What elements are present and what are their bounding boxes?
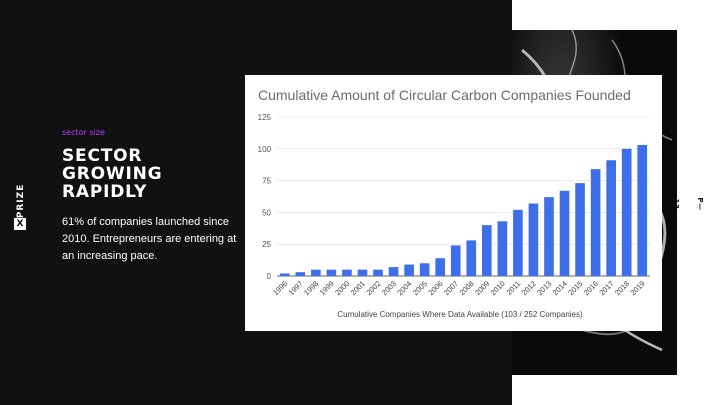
page-number: P—13 (672, 197, 704, 211)
x-tick-label: 2017 (597, 279, 615, 297)
x-tick-label: 2003 (380, 279, 398, 297)
y-axis-ticks: 0 25 50 75 100 125 (258, 113, 272, 281)
x-tick-label: 2015 (566, 279, 584, 297)
bar (373, 269, 383, 276)
bar (606, 160, 616, 276)
bar (404, 264, 414, 276)
bar (544, 197, 554, 276)
chart-title: Cumulative Amount of Circular Carbon Com… (258, 87, 631, 103)
x-axis-label: Cumulative Companies Where Data Availabl… (337, 310, 583, 319)
x-tick-label: 2005 (411, 279, 429, 297)
bar (466, 240, 477, 276)
bar (637, 144, 648, 276)
x-tick-label: 2009 (473, 279, 491, 297)
bar (497, 221, 508, 276)
x-tick-label: 1998 (302, 279, 320, 297)
x-tick-label: 1997 (287, 279, 305, 297)
x-tick-label: 2004 (395, 279, 413, 297)
bar (311, 269, 321, 276)
bar (528, 203, 539, 276)
headline-line: GROWING (62, 164, 163, 184)
y-tick-label: 125 (258, 113, 272, 122)
xprize-logo: PRIZE X (10, 178, 32, 230)
headline-line: SECTOR (62, 146, 143, 166)
body-text: 61% of companies launched since 2010. En… (62, 216, 237, 262)
x-tick-label: 2007 (442, 279, 460, 297)
bar (419, 263, 430, 276)
x-tick-label: 2002 (364, 279, 382, 297)
x-tick-label: 2008 (458, 279, 476, 297)
x-tick-label: 2006 (426, 279, 444, 297)
x-tick-label: 1999 (318, 279, 336, 297)
section-eyebrow: sector size (62, 128, 105, 137)
x-tick-label: 2013 (535, 279, 553, 297)
chart-bars (279, 144, 648, 276)
chart-grid (277, 116, 650, 277)
y-tick-label: 50 (262, 208, 271, 217)
x-tick-label: 2014 (551, 279, 569, 297)
x-tick-label: 2019 (628, 279, 646, 297)
chart-card: Cumulative Amount of Circular Carbon Com… (245, 75, 662, 331)
headline: SECTOR GROWING RAPIDLY (62, 147, 237, 201)
x-tick-label: 2011 (505, 279, 523, 297)
bar (559, 190, 570, 276)
y-tick-label: 0 (267, 272, 272, 281)
logo-mark: X (14, 218, 26, 230)
bar (590, 169, 601, 276)
x-axis-ticks: 1996199719981999200020012002200320042005… (271, 279, 647, 297)
bar (450, 245, 461, 276)
bar (342, 269, 352, 276)
y-tick-label: 25 (262, 240, 271, 249)
x-tick-label: 2000 (333, 279, 351, 297)
headline-line: RAPIDLY (62, 182, 148, 202)
bar (513, 209, 523, 276)
bar (388, 267, 399, 276)
x-tick-label: 1996 (271, 279, 289, 297)
x-tick-label: 2010 (489, 279, 507, 297)
bar (279, 273, 290, 276)
bar (326, 269, 337, 276)
x-tick-label: 2012 (520, 279, 538, 297)
x-tick-label: 2018 (613, 279, 631, 297)
bar (481, 225, 492, 276)
bar (621, 148, 632, 276)
bar (435, 258, 446, 276)
bar (295, 272, 306, 276)
y-tick-label: 75 (262, 177, 271, 186)
x-tick-label: 2016 (582, 279, 600, 297)
x-tick-label: 2001 (349, 279, 367, 297)
bar (575, 183, 585, 276)
y-tick-label: 100 (258, 145, 272, 154)
bar (357, 269, 368, 276)
